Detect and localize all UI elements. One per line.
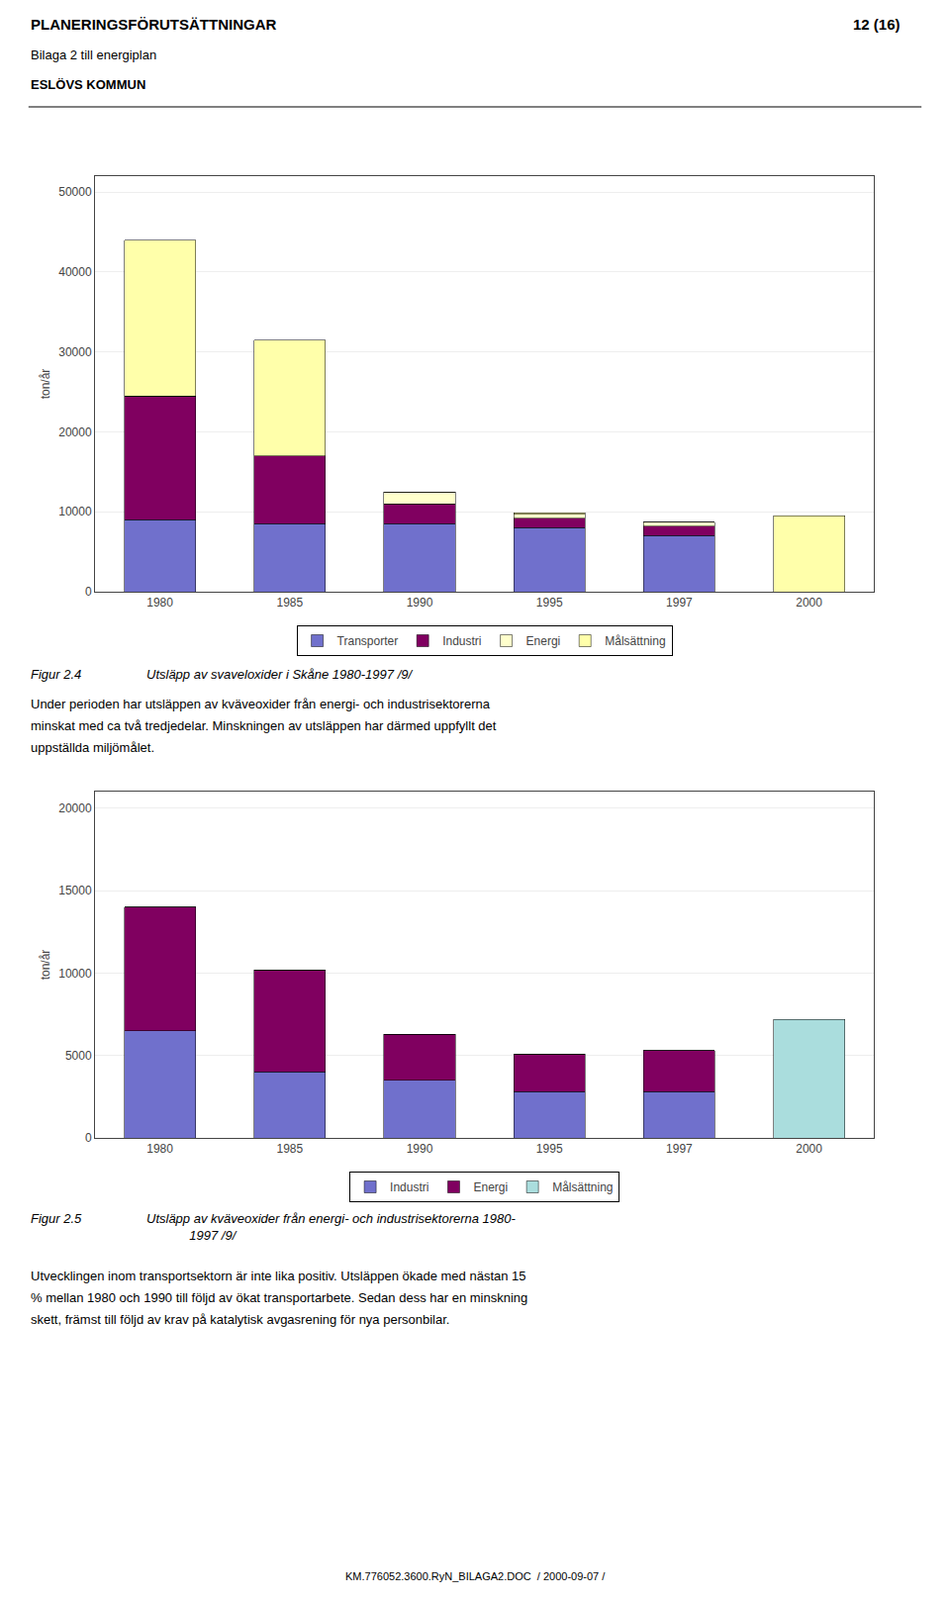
svg-text:1995: 1995 xyxy=(536,1141,564,1156)
svg-text:Utsläpp av kväveoxider från en: Utsläpp av kväveoxider från energi- och … xyxy=(146,1211,517,1243)
svg-text:ton/år: ton/år xyxy=(38,369,53,400)
svg-text:1995: 1995 xyxy=(536,595,564,610)
svg-text:Målsättning: Målsättning xyxy=(604,634,665,649)
svg-text:Energi: Energi xyxy=(473,1180,508,1195)
svg-text:% mellan 1980 och 1990 till fö: % mellan 1980 och 1990 till följd av öka… xyxy=(30,1290,528,1306)
svg-text:ESLÖVS KOMMUN: ESLÖVS KOMMUN xyxy=(30,77,146,93)
svg-text:15000: 15000 xyxy=(58,883,93,898)
svg-text:20000: 20000 xyxy=(58,425,93,440)
svg-text:Industri: Industri xyxy=(389,1180,429,1195)
svg-text:1985: 1985 xyxy=(276,1141,303,1156)
svg-text:50000: 50000 xyxy=(58,185,93,199)
svg-text:Utvecklingen inom transportsek: Utvecklingen inom transportsektorn är in… xyxy=(30,1268,527,1284)
svg-text:2000: 2000 xyxy=(795,1141,823,1156)
svg-text:Figur 2.5: Figur 2.5 xyxy=(30,1211,83,1227)
svg-text:30000: 30000 xyxy=(58,345,93,360)
svg-text:Bilaga 2 till energiplan: Bilaga 2 till energiplan xyxy=(30,47,157,63)
svg-text:40000: 40000 xyxy=(58,265,93,280)
svg-text:1980: 1980 xyxy=(146,1141,174,1156)
svg-text:minskat med ca två tredjedelar: minskat med ca två tredjedelar. Minsknin… xyxy=(30,718,497,734)
svg-text:2000: 2000 xyxy=(795,595,823,610)
svg-text:1980: 1980 xyxy=(146,595,174,610)
svg-text:skett, främst till följd av kr: skett, främst till följd av krav på kata… xyxy=(30,1312,450,1328)
svg-text:1990: 1990 xyxy=(406,1141,434,1156)
svg-text:Målsättning: Målsättning xyxy=(552,1180,613,1195)
svg-text:KM.776052.3600.RyN_BILAGA2.DOC: KM.776052.3600.RyN_BILAGA2.DOC / 2000-09… xyxy=(345,1570,606,1583)
svg-text:12 (16): 12 (16) xyxy=(853,15,901,33)
svg-text:0: 0 xyxy=(85,1131,93,1145)
svg-text:5000: 5000 xyxy=(65,1048,93,1063)
svg-text:20000: 20000 xyxy=(58,801,93,816)
svg-text:1997: 1997 xyxy=(665,1141,693,1156)
svg-text:1990: 1990 xyxy=(406,595,434,610)
svg-text:Utsläpp av svaveloxider i Skån: Utsläpp av svaveloxider i Skåne 1980-199… xyxy=(146,666,413,682)
svg-text:Industri: Industri xyxy=(442,634,481,649)
svg-text:10000: 10000 xyxy=(58,504,93,519)
svg-text:Figur 2.4: Figur 2.4 xyxy=(30,666,82,682)
svg-text:Transporter: Transporter xyxy=(337,634,399,649)
svg-text:10000: 10000 xyxy=(58,966,93,981)
svg-text:Energi: Energi xyxy=(526,634,562,649)
svg-text:1985: 1985 xyxy=(276,595,303,610)
svg-text:0: 0 xyxy=(85,584,93,599)
svg-text:ton/år: ton/år xyxy=(38,950,53,981)
svg-text:Under perioden har utsläppen a: Under perioden har utsläppen av kväveoxi… xyxy=(30,696,491,712)
svg-text:1997: 1997 xyxy=(665,595,693,610)
svg-text:uppställda miljömålet.: uppställda miljömålet. xyxy=(30,740,155,756)
svg-text:PLANERINGSFÖRUTSÄTTNINGAR: PLANERINGSFÖRUTSÄTTNINGAR xyxy=(30,15,277,33)
